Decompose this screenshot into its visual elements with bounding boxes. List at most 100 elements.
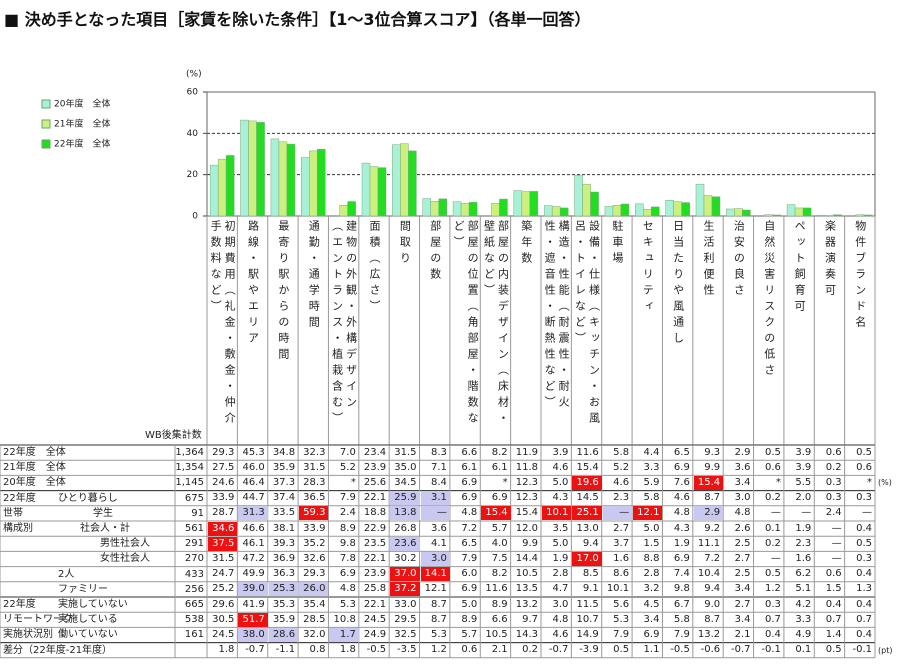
table-cell: 6.6 — [461, 446, 478, 458]
table-cell: 33.9 — [212, 492, 235, 504]
table-cell: 44.7 — [242, 492, 265, 504]
table-cell: 13.2 — [515, 598, 538, 610]
table-cell: 3.4 — [734, 583, 751, 595]
table-cell: 1.5 — [643, 537, 660, 549]
x-label-box: 楽器演奏可 — [814, 220, 844, 438]
table-cell: 23.9 — [363, 461, 387, 473]
table-cell: 15.4 — [693, 475, 724, 491]
bar — [726, 208, 735, 217]
y-tick-label: 40 — [187, 129, 199, 139]
row-n: 433 — [184, 568, 204, 580]
bar — [643, 208, 652, 217]
table-cell: 5.9 — [643, 476, 660, 488]
table-cell: 3.1 — [420, 491, 450, 506]
x-tick-label: 間取り — [398, 220, 412, 268]
table-cell: 30.2 — [394, 552, 417, 564]
bar — [651, 206, 660, 217]
table-cell: 14.3 — [515, 628, 538, 640]
table-cell: 45.3 — [242, 446, 265, 458]
row-n: 561 — [184, 523, 204, 534]
table-cell: 33.9 — [303, 522, 326, 534]
bar — [543, 205, 553, 217]
table-cell: 31.3 — [238, 506, 268, 521]
row-n: 91 — [191, 507, 204, 519]
bar — [317, 148, 326, 217]
y-unit: (%) — [186, 70, 202, 80]
table-cell: 29.6 — [212, 598, 235, 610]
table-cell: 33.5 — [272, 507, 296, 519]
table-cell: 1.3 — [856, 583, 872, 595]
table-cell: 5.0 — [461, 598, 478, 610]
table-cell: 39.3 — [272, 537, 296, 549]
x-tick-label: 最寄り駅からの時間 — [276, 220, 290, 364]
table-cell: 24.5 — [212, 628, 235, 640]
table-cell: 11.6 — [576, 446, 599, 458]
table-cell: 0.3 — [825, 492, 842, 504]
y-tick-label: 0 — [192, 212, 198, 222]
table-cell: 0.5 — [856, 537, 872, 549]
table-cell: 3.3 — [643, 461, 660, 473]
group-label: リモートワーク — [3, 614, 73, 626]
bar — [665, 200, 674, 217]
table-cell: 6.1 — [491, 461, 508, 473]
table-cell: 28.5 — [303, 613, 326, 625]
row-n: 665 — [184, 599, 204, 610]
table-cell: 3.4 — [734, 476, 751, 488]
table-cell: 5.0 — [643, 522, 660, 534]
group-label: 実施状況別 — [3, 629, 53, 641]
row-n: 291 — [184, 538, 204, 550]
row-n: 675 — [184, 492, 204, 504]
table-cell: 14.5 — [576, 492, 599, 504]
table-cell: 7.5 — [491, 552, 508, 564]
table-cell: 4.8 — [552, 613, 569, 625]
table-cell: 47.2 — [242, 552, 265, 564]
table-cell: 31.5 — [303, 461, 326, 473]
bar — [794, 207, 804, 217]
row-n: 538 — [184, 614, 204, 626]
table-cell: 7.9 — [613, 628, 630, 640]
table-cell: 36.9 — [272, 552, 296, 564]
bar — [256, 122, 265, 217]
table-cell: 46.4 — [242, 476, 265, 488]
bar — [309, 150, 318, 217]
table-cell: 5.2 — [339, 461, 356, 473]
table-cell: 4.9 — [795, 628, 812, 640]
group-label: 22年度 — [3, 492, 36, 504]
table-cell: -0.1 — [852, 644, 872, 656]
table-cell: 51.7 — [238, 612, 268, 627]
table-cell: 5.0 — [552, 476, 569, 488]
table-cell: 46.1 — [242, 537, 265, 549]
table-cell: — — [770, 552, 781, 564]
bar — [855, 214, 865, 217]
table-cell: 37.0 — [390, 567, 420, 582]
table-cell: 5.6 — [613, 598, 630, 610]
table-cell: 35.9 — [272, 461, 296, 473]
table-cell: 5.5 — [795, 476, 812, 488]
table-cell: 11.8 — [515, 461, 538, 473]
table-cell: 0.4 — [856, 522, 872, 534]
table-cell: 28.7 — [212, 507, 235, 519]
table-cell: 3.4 — [734, 613, 751, 625]
bar — [681, 202, 690, 217]
x-tick-label: 構造・性能（耐震性・耐火性・遮音性・断熱性など） — [543, 220, 571, 412]
table-cell: 8.2 — [491, 568, 508, 580]
row-label: 社会人・計 — [80, 523, 130, 534]
x-tick-label: 楽器演奏可 — [823, 220, 837, 300]
bar — [863, 214, 873, 217]
table-cell: 14.4 — [515, 552, 538, 564]
x-label-box: 構造・性能（耐震性・耐火性・遮音性・断熱性など） — [541, 220, 571, 438]
table-cell: 4.8 — [673, 507, 690, 519]
table-cell: 28.3 — [303, 476, 326, 488]
table-cell: 3.2 — [643, 583, 660, 595]
table-cell: 0.2 — [764, 537, 781, 549]
table-cell: 4.6 — [552, 628, 569, 640]
table-cell: 6.7 — [673, 598, 690, 610]
x-tick-label: 生活利便性 — [701, 220, 715, 300]
table-cell: 9.9 — [704, 461, 721, 473]
table-cell: 24.5 — [363, 613, 387, 625]
row-label: 差分（22年度-21年度） — [3, 644, 113, 656]
table-cell: 32.6 — [303, 552, 326, 564]
table-cell: 25.3 — [268, 582, 299, 597]
table-cell: 4.3 — [673, 522, 690, 534]
